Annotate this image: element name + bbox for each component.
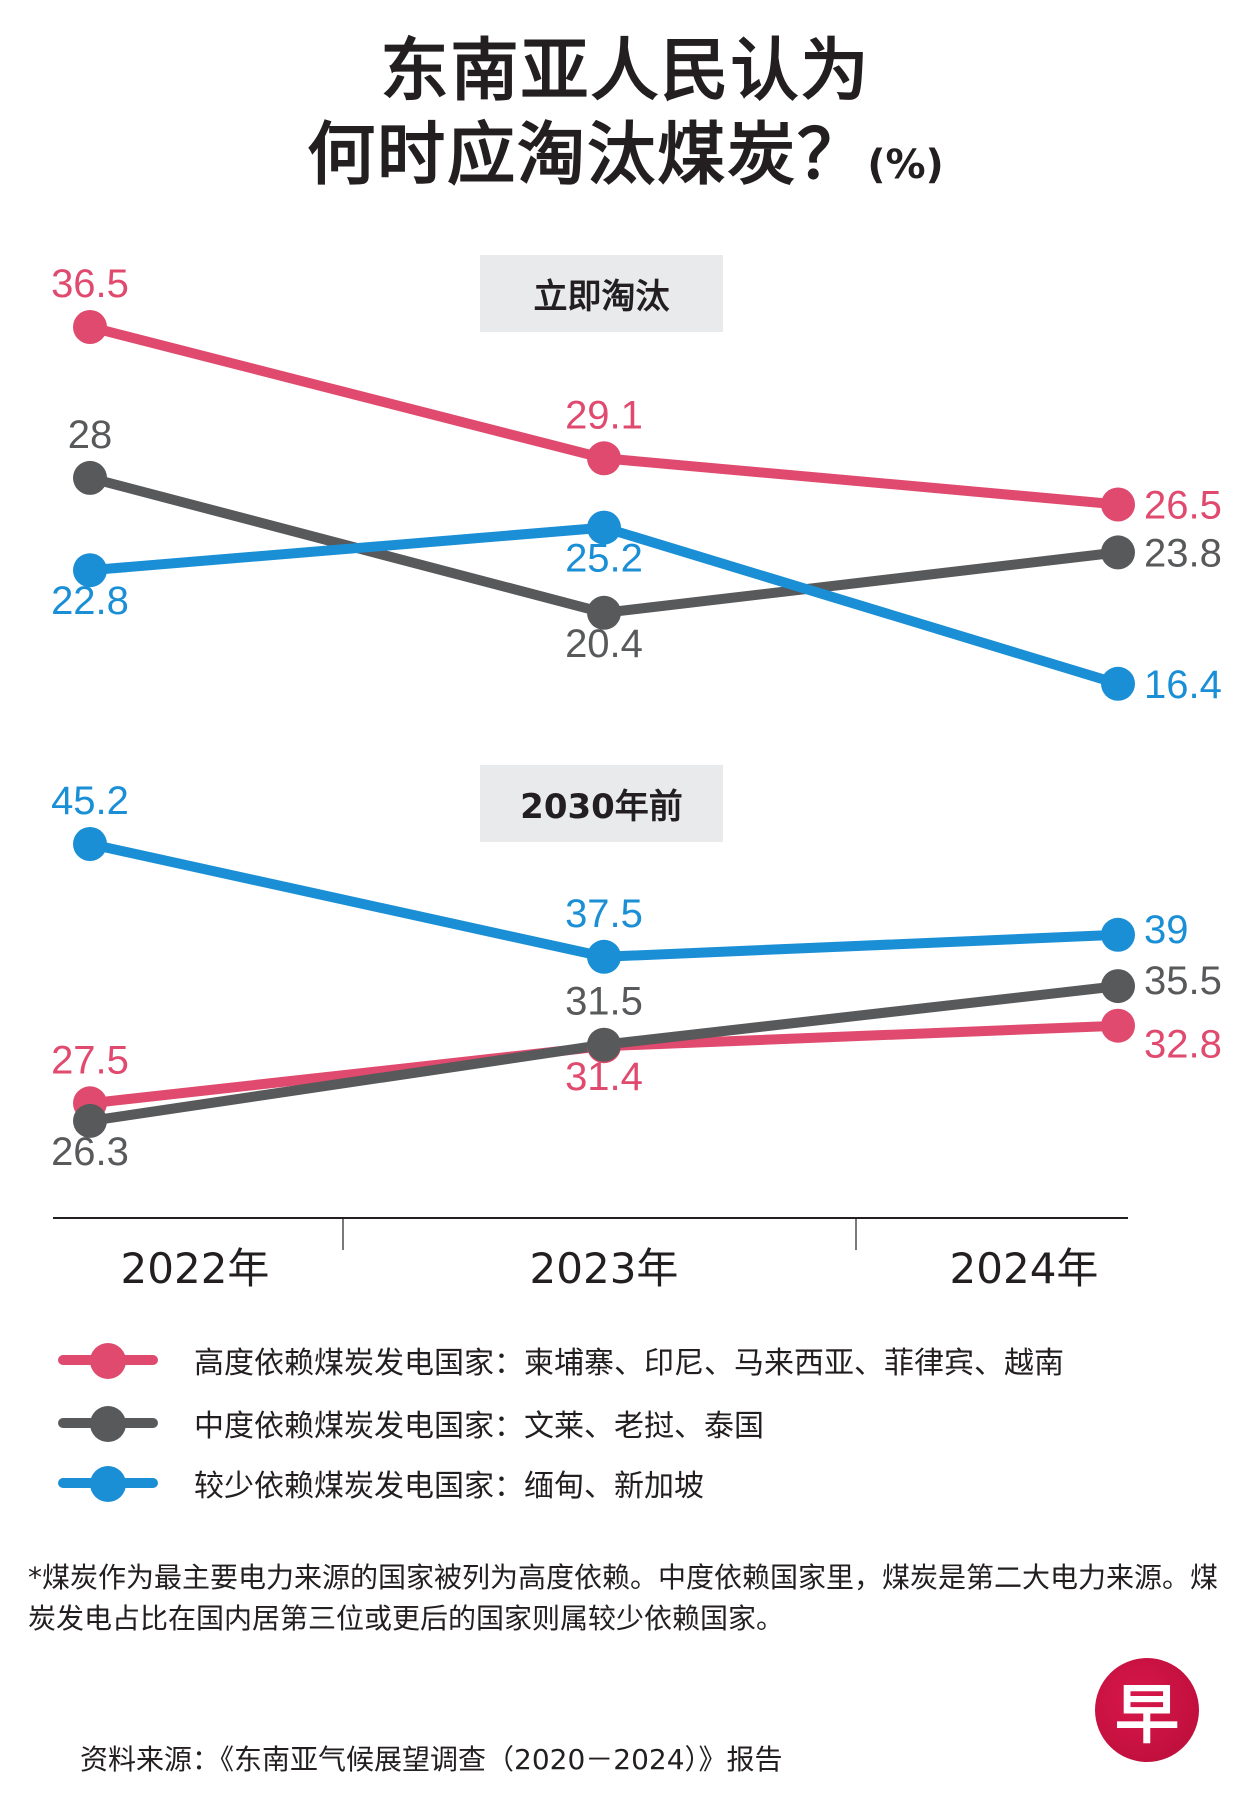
legend-label-medium: 中度依赖煤炭发电国家：文莱、老挝、泰国 (194, 1409, 764, 1444)
data-point-low-2 (1101, 666, 1135, 701)
legend-label-low: 较少依赖煤炭发电国家：缅甸、新加坡 (194, 1469, 704, 1504)
x-tick-label-0: 2022年 (121, 1244, 270, 1293)
data-point-high-1 (587, 441, 621, 476)
data-label-medium-1: 31.5 (565, 980, 643, 1024)
data-point-medium-0 (73, 1103, 107, 1138)
data-point-high-0 (73, 310, 107, 344)
data-label-high-0: 36.5 (51, 262, 129, 306)
data-label-low-1: 25.2 (565, 537, 643, 581)
footnote: *煤炭作为最主要电力来源的国家被列为高度依赖。中度依赖国家里，煤炭是第二大电力来… (28, 1561, 1219, 1635)
data-label-low-0: 22.8 (51, 579, 129, 623)
x-tick-label-1: 2023年 (530, 1244, 679, 1293)
data-label-low-1: 37.5 (565, 892, 643, 936)
data-label-low-2: 39 (1144, 908, 1189, 952)
chart-title-line1: 东南亚人民认为 (380, 32, 871, 111)
data-point-medium-0 (73, 460, 107, 495)
data-label-high-0: 27.5 (51, 1038, 129, 1082)
source-note: 资料来源：《东南亚气候展望调查（2020－2024）》报告 (80, 1743, 783, 1776)
data-label-low-0: 45.2 (51, 779, 129, 823)
data-label-high-1: 31.4 (565, 1055, 643, 1099)
panel-title-before-2030: 2030年前 (480, 765, 723, 842)
data-label-medium-0: 26.3 (51, 1130, 129, 1174)
legend-label-high: 高度依赖煤炭发电国家：柬埔寨、印尼、马来西亚、菲律宾、越南 (194, 1346, 1064, 1381)
panel-title-immediate: 立即淘汰 (480, 255, 723, 332)
data-label-medium-2: 23.8 (1144, 531, 1222, 575)
panel-before-2030: 27.5 31.4 32.8 26.3 31.5 35.5 45.2 37.5 39 (51, 779, 1222, 1174)
line-chart: 36.5 29.1 26.5 28 20.4 23.8 22.8 25.2 16.4 27.5 3… (51, 262, 1222, 1293)
chart-title-line2: 何时应淘汰煤炭？(%) (0, 122, 1251, 190)
legend-item-low: 较少依赖煤炭发电国家：缅甸、新加坡 (58, 1458, 704, 1508)
data-point-medium-1 (587, 1027, 621, 1062)
data-point-high-2 (1101, 487, 1135, 522)
x-axis: 2022年 2023年 2024年 (53, 1217, 1128, 1293)
legend-item-medium: 中度依赖煤炭发电国家：文莱、老挝、泰国 (58, 1398, 764, 1448)
data-label-high-2: 32.8 (1144, 1023, 1222, 1067)
data-label-medium-0: 28 (68, 413, 113, 457)
data-point-medium-2 (1101, 535, 1135, 570)
data-label-high-1: 29.1 (565, 393, 643, 437)
data-point-low-0 (73, 553, 107, 588)
zaobao-logo-icon: 早 (1095, 1658, 1199, 1762)
x-tick-label-2: 2024年 (950, 1244, 1099, 1293)
data-label-medium-1: 20.4 (565, 622, 643, 666)
data-point-low-1 (587, 510, 621, 545)
data-point-low-0 (73, 827, 107, 861)
chart-title-unit: (%) (867, 142, 944, 188)
legend-item-high: 高度依赖煤炭发电国家：柬埔寨、印尼、马来西亚、菲律宾、越南 (58, 1335, 1064, 1385)
legend-marker-low-icon (58, 1458, 158, 1508)
data-point-medium-1 (587, 595, 621, 630)
data-label-high-2: 26.5 (1144, 484, 1222, 528)
legend-marker-high-icon (58, 1335, 158, 1385)
data-point-low-2 (1101, 917, 1135, 952)
data-label-low-2: 16.4 (1144, 663, 1222, 707)
data-point-medium-2 (1101, 969, 1135, 1004)
panel-immediate: 36.5 29.1 26.5 28 20.4 23.8 22.8 25.2 16.4 (51, 262, 1222, 707)
chart-title-line2-text: 何时应淘汰煤炭？ (307, 116, 868, 195)
data-point-high-2 (1101, 1008, 1135, 1043)
data-label-medium-2: 35.5 (1144, 959, 1222, 1003)
legend-marker-medium-icon (58, 1398, 158, 1448)
data-point-low-1 (587, 939, 621, 974)
